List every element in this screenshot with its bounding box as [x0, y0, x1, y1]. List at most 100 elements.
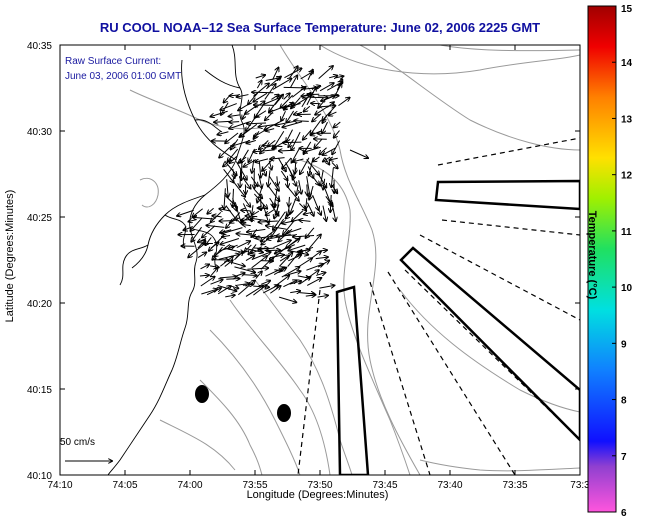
current-vector: [218, 132, 229, 135]
current-vector: [323, 147, 337, 155]
current-vector: [292, 210, 304, 221]
x-tick-label: 74:05: [112, 480, 137, 491]
current-vector: [288, 66, 297, 79]
current-vector: [304, 146, 321, 152]
x-tick-label: 73:3: [570, 480, 590, 491]
current-vector: [247, 123, 267, 124]
current-vector: [289, 196, 290, 206]
current-vector: [254, 101, 265, 109]
current-vector: [222, 227, 243, 234]
current-vector: [234, 252, 242, 261]
current-vector: [276, 120, 294, 125]
current-vector: [263, 145, 283, 146]
current-vector: [325, 95, 335, 100]
current-vector: [242, 177, 251, 189]
current-vector: [244, 159, 257, 167]
current-vector: [237, 234, 252, 235]
current-vector: [209, 268, 218, 278]
current-vector: [251, 252, 271, 261]
current-vector: [225, 295, 234, 297]
current-vector: [287, 271, 301, 276]
station-marker: [195, 385, 209, 403]
current-vector: [210, 242, 219, 249]
dashed-lines: [297, 137, 580, 475]
current-vector: [259, 124, 276, 126]
current-vector: [306, 87, 316, 106]
current-vector: [237, 281, 255, 296]
current-vector: [290, 291, 300, 293]
current-vector: [202, 225, 216, 238]
current-vector: [259, 161, 260, 177]
area-outlines: [335, 179, 580, 475]
current-vector: [252, 205, 253, 214]
current-vector: [315, 105, 330, 115]
current-vector: [265, 111, 274, 120]
current-vector: [197, 240, 205, 249]
current-vector: [225, 247, 244, 252]
current-vector: [306, 264, 323, 271]
current-vector: [192, 208, 203, 217]
current-vector: [193, 217, 215, 219]
current-vector: [272, 68, 279, 80]
current-vector: [245, 256, 254, 262]
current-vector: [251, 218, 267, 220]
current-vector: [331, 184, 337, 193]
current-vector: [201, 289, 217, 295]
current-vector: [229, 122, 240, 123]
current-vector: [256, 81, 261, 89]
current-vector: [306, 278, 321, 286]
current-vector: [316, 273, 325, 276]
current-vector: [316, 206, 321, 215]
current-vector: [287, 227, 302, 233]
current-vector: [209, 266, 219, 267]
current-vector: [222, 236, 231, 237]
colorbar-ticks: 15 14 13 12 11 10 9 8 7 6: [612, 4, 633, 519]
current-vector: [277, 157, 285, 171]
current-vector: [299, 220, 311, 221]
current-vector: [306, 198, 307, 209]
colorbar-tick-label: 12: [621, 171, 633, 182]
current-vector: [210, 280, 223, 285]
current-vector: [241, 220, 251, 221]
current-vector: [229, 121, 249, 129]
current-vector: [312, 113, 322, 122]
current-vector: [320, 169, 324, 186]
current-vector: [253, 150, 275, 152]
current-vector: [270, 158, 285, 159]
current-vector: [239, 128, 250, 137]
current-vector: [240, 169, 241, 187]
y-axis-label: Latitude (Degrees:Minutes): [4, 189, 16, 323]
current-vector: [288, 244, 306, 250]
current-vector: [315, 257, 328, 259]
current-vector: [230, 217, 241, 223]
current-vector: [263, 285, 278, 294]
current-vector: [252, 159, 254, 173]
current-vector: [332, 140, 341, 155]
current-vector: [261, 229, 276, 241]
current-vector: [261, 281, 270, 285]
current-vector: [314, 138, 323, 148]
current-vector: [254, 129, 267, 137]
colorbar-label: Temperature (°C): [586, 210, 598, 300]
current-vector: [319, 285, 334, 289]
current-vector: [331, 162, 338, 168]
current-vector: [273, 268, 286, 275]
current-vector: [318, 66, 333, 80]
current-vector: [235, 283, 249, 285]
current-vector: [293, 167, 297, 180]
current-vector: [289, 281, 301, 285]
x-tick-label: 73:55: [242, 480, 267, 491]
x-tick-label: 73:50: [307, 480, 332, 491]
current-vector: [299, 258, 312, 267]
current-vector: [245, 247, 263, 252]
current-vector: [252, 83, 269, 97]
current-vector: [253, 285, 266, 296]
scale-label: 50 cm/s: [60, 437, 96, 448]
current-vector: [243, 197, 250, 207]
current-vector: [287, 178, 288, 187]
y-tick-label: 40:30: [27, 127, 52, 138]
current-vector: [257, 185, 263, 202]
current-vector: [273, 240, 290, 249]
current-vector: [322, 205, 326, 221]
